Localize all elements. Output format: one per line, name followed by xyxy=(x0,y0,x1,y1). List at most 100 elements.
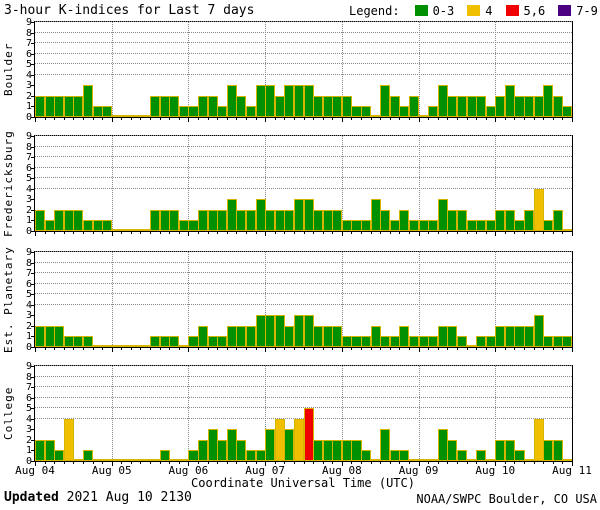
k-gridline xyxy=(35,187,572,189)
x-axis-tick xyxy=(389,462,391,464)
day-gridline xyxy=(265,252,267,347)
y-axis-tick xyxy=(31,231,34,232)
x-tick-label: Aug 05 xyxy=(91,464,132,477)
day-gridline xyxy=(495,22,497,117)
k-index-bar xyxy=(236,209,247,231)
x-axis-tick xyxy=(361,462,363,464)
k-index-bar xyxy=(159,209,170,231)
k-index-bar xyxy=(274,315,285,347)
k-index-bar xyxy=(504,209,515,231)
k-index-bar xyxy=(351,439,362,461)
x-axis-tick xyxy=(543,462,545,464)
updated-value: 2021 Aug 10 2130 xyxy=(66,490,192,505)
k-index-bar xyxy=(265,315,276,347)
k-index-bar xyxy=(485,459,496,461)
day-gridline xyxy=(111,136,113,231)
x-axis-tick xyxy=(169,118,171,120)
k-index-bar xyxy=(447,95,458,117)
x-axis-tick xyxy=(389,232,391,234)
k-index-bar xyxy=(456,450,467,461)
x-axis-tick xyxy=(389,348,391,350)
x-axis-tick xyxy=(313,348,315,350)
y-tick-label: 5 xyxy=(25,289,32,301)
legend-item-label: 7-9 xyxy=(576,3,598,18)
x-axis-tick xyxy=(303,348,305,350)
x-axis-tick xyxy=(121,462,123,464)
k-index-bar xyxy=(169,95,180,117)
k-index-bar xyxy=(524,325,535,347)
legend-label: Legend: xyxy=(349,3,400,18)
y-tick-label: 7 xyxy=(25,382,32,394)
k-index-bar xyxy=(207,429,218,461)
k-index-bar xyxy=(418,459,429,461)
x-axis-tick xyxy=(169,462,171,464)
x-axis-tick xyxy=(293,348,295,350)
x-axis-tick xyxy=(217,232,219,234)
k-index-bar xyxy=(361,336,372,347)
k-gridline xyxy=(35,145,572,147)
k-index-bar xyxy=(380,85,391,117)
k-index-bar xyxy=(495,325,506,347)
x-axis-tick xyxy=(437,348,439,350)
y-axis-tick xyxy=(31,376,34,378)
k-index-bar xyxy=(380,336,391,347)
k-index-bar xyxy=(121,345,132,347)
day-gridline xyxy=(495,252,497,347)
x-axis-tick xyxy=(35,462,36,466)
k-gridline xyxy=(35,386,572,388)
k-index-bar xyxy=(102,220,113,231)
x-axis-tick xyxy=(54,118,56,120)
k-index-bar xyxy=(437,199,448,231)
x-axis-tick xyxy=(562,232,564,234)
k-index-bar xyxy=(255,85,266,117)
x-axis-tick xyxy=(543,118,545,120)
x-axis-tick xyxy=(245,118,247,120)
x-axis-tick xyxy=(437,232,439,234)
x-axis-tick xyxy=(169,232,171,234)
k-index-bar xyxy=(92,220,103,231)
k-index-bar xyxy=(361,450,372,461)
x-axis-tick xyxy=(255,462,257,464)
y-axis-tick xyxy=(31,347,34,348)
x-axis-tick xyxy=(73,232,75,234)
k-index-bar xyxy=(370,115,381,117)
x-axis-tick xyxy=(35,232,36,236)
x-axis-tick xyxy=(102,348,104,350)
x-axis-tick xyxy=(159,348,161,350)
y-axis-tick xyxy=(31,53,34,55)
day-gridline xyxy=(265,136,267,231)
k-index-bar xyxy=(121,459,132,461)
x-axis-tick xyxy=(111,462,113,466)
y-tick-label: 8 xyxy=(25,257,32,269)
x-tick-label: Aug 04 xyxy=(15,464,55,477)
x-axis-tick xyxy=(265,232,267,236)
k-gridline xyxy=(35,282,572,284)
k-index-bar xyxy=(447,439,458,461)
x-axis-tick xyxy=(226,118,228,120)
k-index-bar xyxy=(284,85,295,117)
x-axis-tick xyxy=(313,462,315,464)
k-gridline xyxy=(35,63,572,65)
k-index-bar xyxy=(380,429,391,461)
k-index-bar xyxy=(121,229,132,231)
x-axis-tick xyxy=(102,462,104,464)
x-axis-tick xyxy=(198,118,200,120)
k-index-bar xyxy=(447,325,458,347)
y-axis-tick xyxy=(31,136,34,137)
k-index-bar xyxy=(150,95,161,117)
k-index-bar xyxy=(178,106,189,117)
y-axis-tick xyxy=(31,22,34,23)
k-index-bar xyxy=(255,450,266,461)
k-index-bar xyxy=(245,209,257,231)
k-index-bar xyxy=(303,199,314,231)
x-axis-tick xyxy=(428,462,430,464)
y-axis-tick xyxy=(31,199,34,201)
y-axis-tick xyxy=(31,220,34,222)
x-axis-tick xyxy=(562,462,564,464)
k-index-bar xyxy=(255,315,266,347)
y-axis-tick xyxy=(31,439,34,441)
y-tick-label: 2 xyxy=(25,204,32,216)
k-index-bar xyxy=(543,336,554,347)
y-tick-label: 4 xyxy=(25,69,32,81)
y-tick-label: 5 xyxy=(25,59,32,71)
